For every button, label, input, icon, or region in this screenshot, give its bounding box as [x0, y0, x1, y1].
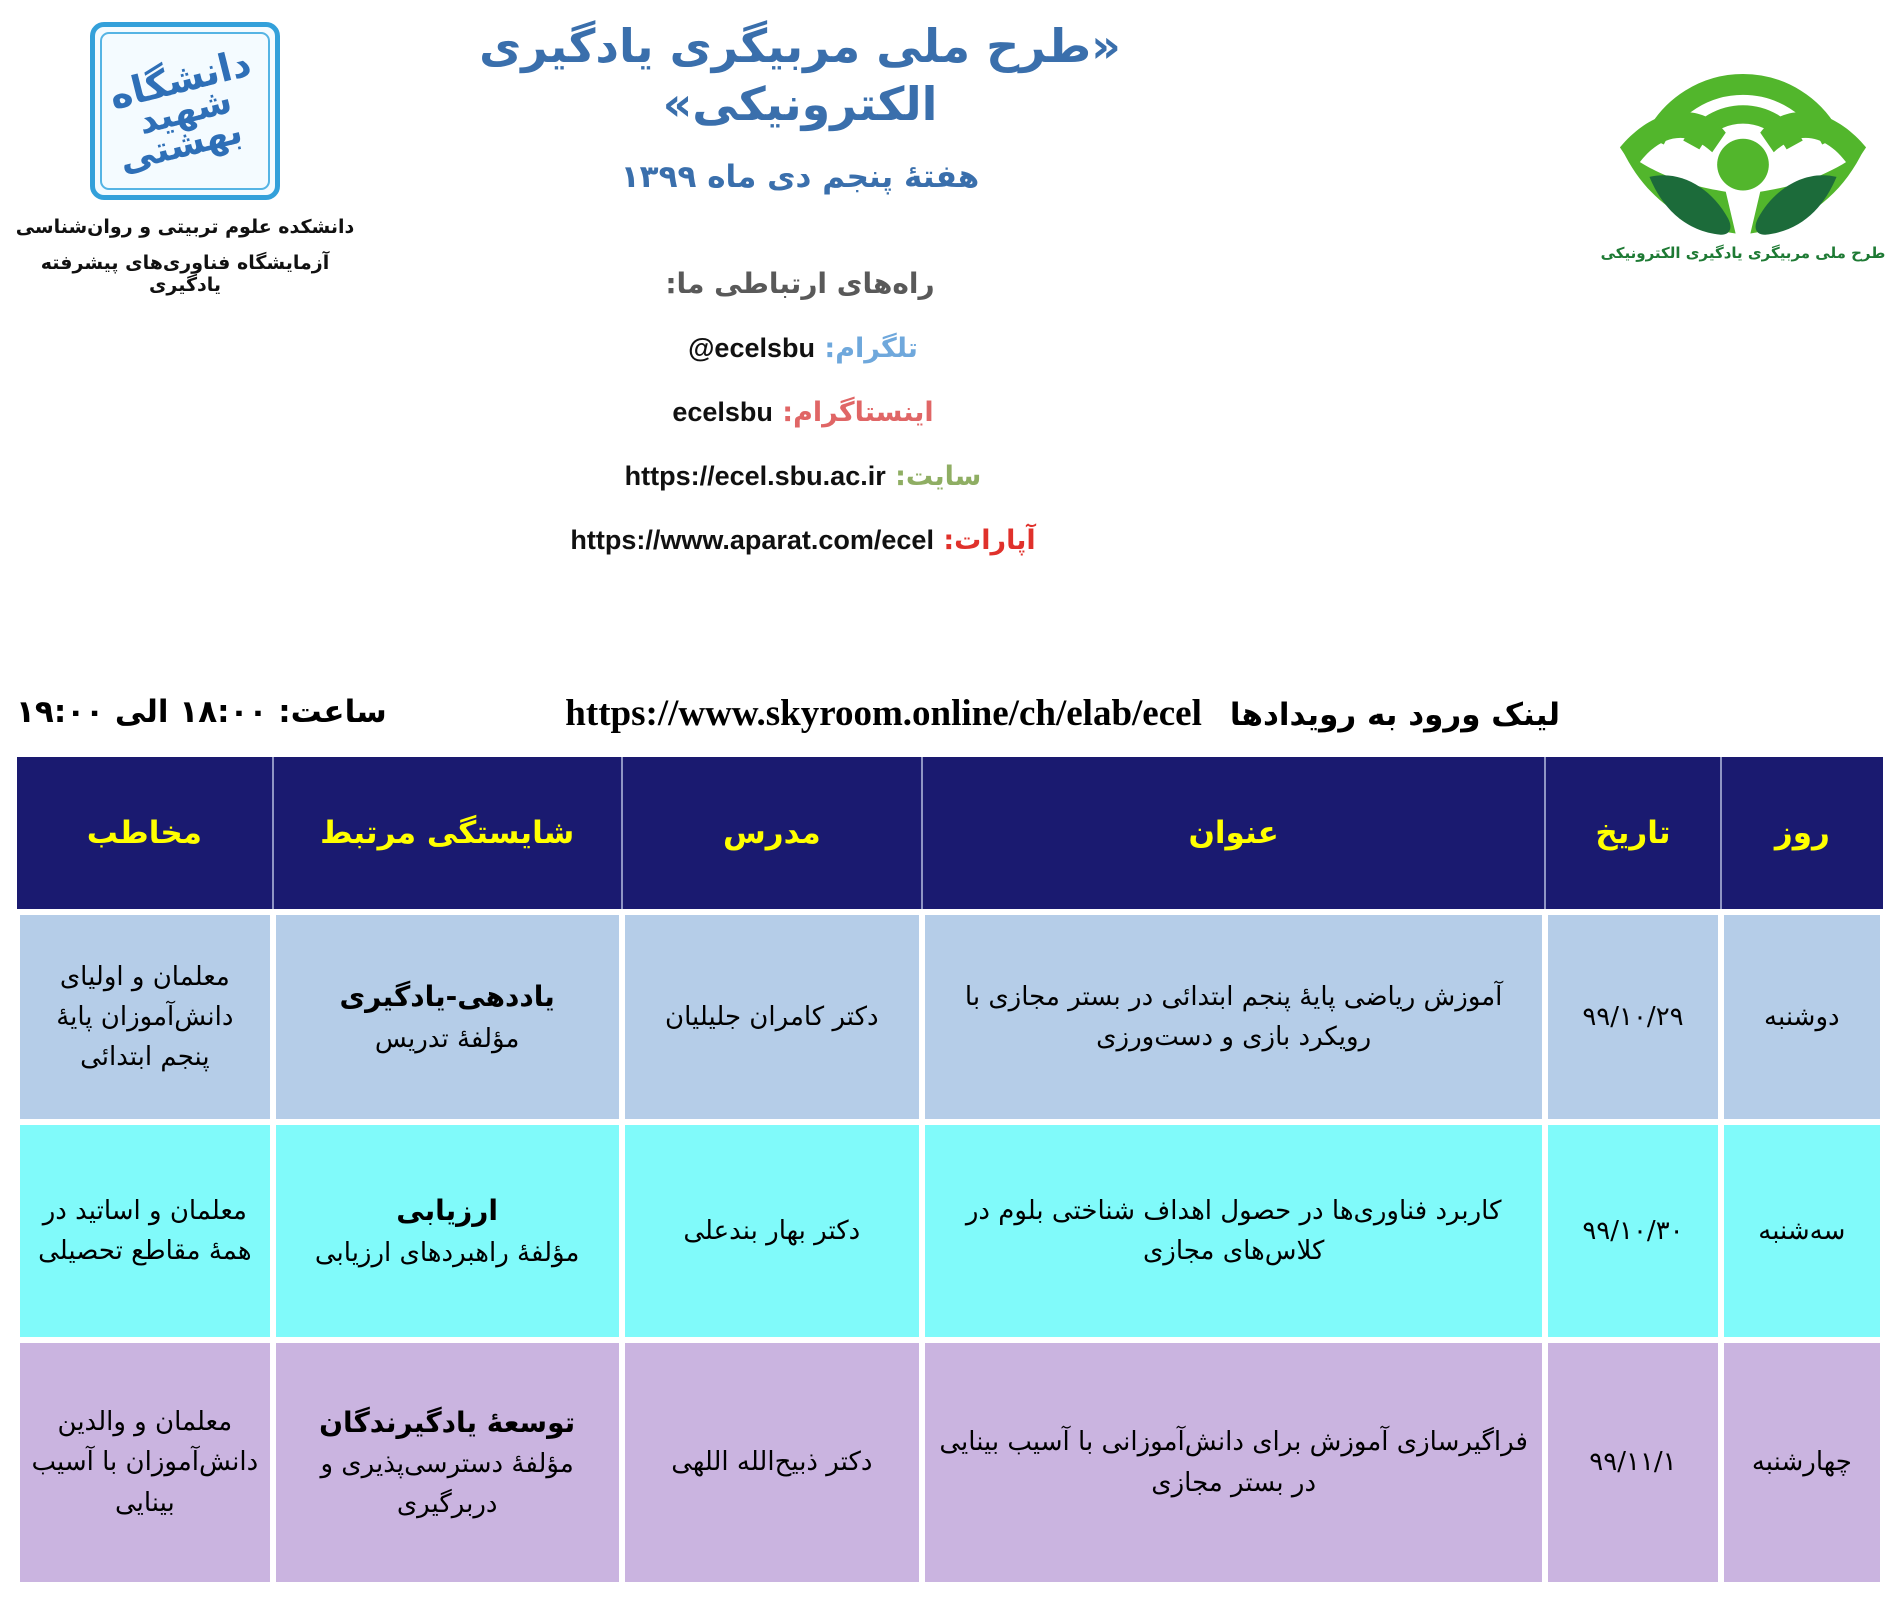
competency-main: ارزیابی — [396, 1194, 498, 1228]
website-label: سایت: — [895, 461, 982, 492]
competency-sub: مؤلفهٔ دسترسی‌پذیری و دربرگیری — [320, 1448, 574, 1520]
instagram-handle: ecelsbu — [672, 397, 773, 427]
header-audience: مخاطب — [17, 757, 273, 912]
poster-title: «طرح ملی مربیگری یادگیری الکترونیکی» — [479, 19, 1121, 131]
website-url[interactable]: https://ecel.sbu.ac.ir — [624, 461, 886, 491]
elearning-coaching-logo-icon — [1619, 74, 1867, 235]
header-title: عنوان — [921, 757, 1546, 912]
header-date: تاریخ — [1544, 757, 1721, 912]
competency-sub: مؤلفهٔ راهبردهای ارزیابی — [314, 1237, 580, 1268]
cell-audience: معلمان و والدین دانش‌آموزان با آسیب بینا… — [14, 1337, 276, 1588]
sbu-logo-calligraphy: دانشگاه شهید بهشتی — [100, 32, 270, 190]
sbu-university-logo: دانشگاه شهید بهشتی — [90, 22, 280, 200]
cell-competency: یاددهی-یادگیری مؤلفهٔ تدریس — [269, 909, 625, 1125]
program-logo-caption: طرح ملی مربیگری یادگیری الکترونیکی — [1600, 244, 1886, 262]
cell-audience: معلمان و اولیای دانش‌آموزان پایهٔ پنجم ا… — [14, 909, 276, 1125]
aparat-label: آپارات: — [943, 525, 1036, 556]
aparat-url[interactable]: https://www.aparat.com/ecel — [570, 525, 934, 555]
competency-main: یاددهی-یادگیری — [339, 980, 555, 1014]
cell-date: ۹۹/۱۱/۱ — [1542, 1337, 1724, 1588]
competency-main: توسعهٔ یادگیرندگان — [319, 1405, 576, 1439]
cell-date: ۹۹/۱۰/۳۰ — [1542, 1119, 1724, 1343]
telegram-handle: @ecelsbu — [688, 333, 815, 363]
lab-name: آزمایشگاه فناوری‌های پیشرفته یادگیری — [40, 252, 330, 296]
cell-instructor: دکتر ذبیح‌الله اللهی — [618, 1337, 926, 1588]
program-logo-block: طرح ملی مربیگری یادگیری الکترونیکی — [1598, 12, 1888, 262]
faculty-name: دانشکده علوم تربیتی و روان‌شناسی — [15, 216, 355, 238]
cell-instructor: دکتر کامران جلیلیان — [618, 909, 926, 1125]
header-competency: شایستگی مرتبط — [271, 757, 622, 912]
competency-sub: مؤلفهٔ تدریس — [374, 1023, 520, 1054]
contact-line-website: سایت: https://ecel.sbu.ac.ir — [355, 461, 1245, 492]
contact-line-instagram: اینستاگرام: ecelsbu — [355, 397, 1245, 428]
event-link-row: لینک ورود به رویدادها https://www.skyroo… — [0, 692, 1900, 748]
cell-title: فراگیرسازی آموزش برای دانش‌آموزانی با آس… — [919, 1337, 1549, 1588]
cell-day: چهارشنبه — [1717, 1337, 1887, 1588]
cell-title: آموزش ریاضی پایهٔ پنجم ابتدائی در بستر م… — [919, 909, 1549, 1125]
cell-day: دوشنبه — [1717, 909, 1887, 1125]
event-time: ساعت: ۱۸:۰۰ الی ۱۹:۰۰ — [16, 694, 387, 730]
schedule-row-tuesday: سه‌شنبه ۹۹/۱۰/۳۰ کاربرد فناوری‌ها در حصو… — [14, 1119, 1887, 1343]
telegram-label: تلگرام: — [824, 333, 918, 364]
schedule-row-monday: دوشنبه ۹۹/۱۰/۲۹ آموزش ریاضی پایهٔ پنجم ا… — [14, 909, 1887, 1125]
contact-heading: راه‌های ارتباطی ما: — [665, 267, 935, 300]
event-link-label: لینک ورود به رویدادها — [1229, 697, 1560, 733]
instagram-label: اینستاگرام: — [782, 397, 934, 428]
schedule-row-wednesday: چهارشنبه ۹۹/۱۱/۱ فراگیرسازی آموزش برای د… — [14, 1337, 1887, 1588]
header-day: روز — [1719, 757, 1883, 912]
schedule-header-row: روز تاریخ عنوان مدرس شایستگی مرتبط مخاطب — [17, 757, 1883, 912]
cell-title: کاربرد فناوری‌ها در حصول اهداف شناختی بل… — [919, 1119, 1549, 1343]
skyroom-link[interactable]: https://www.skyroom.online/ch/elab/ecel — [565, 693, 1202, 734]
cell-day: سه‌شنبه — [1717, 1119, 1887, 1343]
contact-line-telegram: تلگرام: @ecelsbu — [355, 333, 1245, 364]
cell-audience: معلمان و اساتید در همهٔ مقاطع تحصیلی — [14, 1119, 276, 1343]
cell-instructor: دکتر بهار بندعلی — [618, 1119, 926, 1343]
university-block: دانشگاه شهید بهشتی دانشکده علوم تربیتی و… — [15, 22, 355, 296]
schedule-table: روز تاریخ عنوان مدرس شایستگی مرتبط مخاطب… — [14, 757, 1887, 1588]
headline-block: «طرح ملی مربیگری یادگیری الکترونیکی» هفت… — [355, 18, 1245, 556]
poster-subtitle: هفتهٔ پنجم دی ماه ۱۳۹۹ — [620, 159, 980, 195]
contact-line-aparat: آپارات: https://www.aparat.com/ecel — [355, 525, 1245, 556]
cell-date: ۹۹/۱۰/۲۹ — [1542, 909, 1724, 1125]
header-instructor: مدرس — [620, 757, 923, 912]
cell-competency: توسعهٔ یادگیرندگان مؤلفهٔ دسترسی‌پذیری و… — [269, 1337, 625, 1588]
cell-competency: ارزیابی مؤلفهٔ راهبردهای ارزیابی — [269, 1119, 625, 1343]
